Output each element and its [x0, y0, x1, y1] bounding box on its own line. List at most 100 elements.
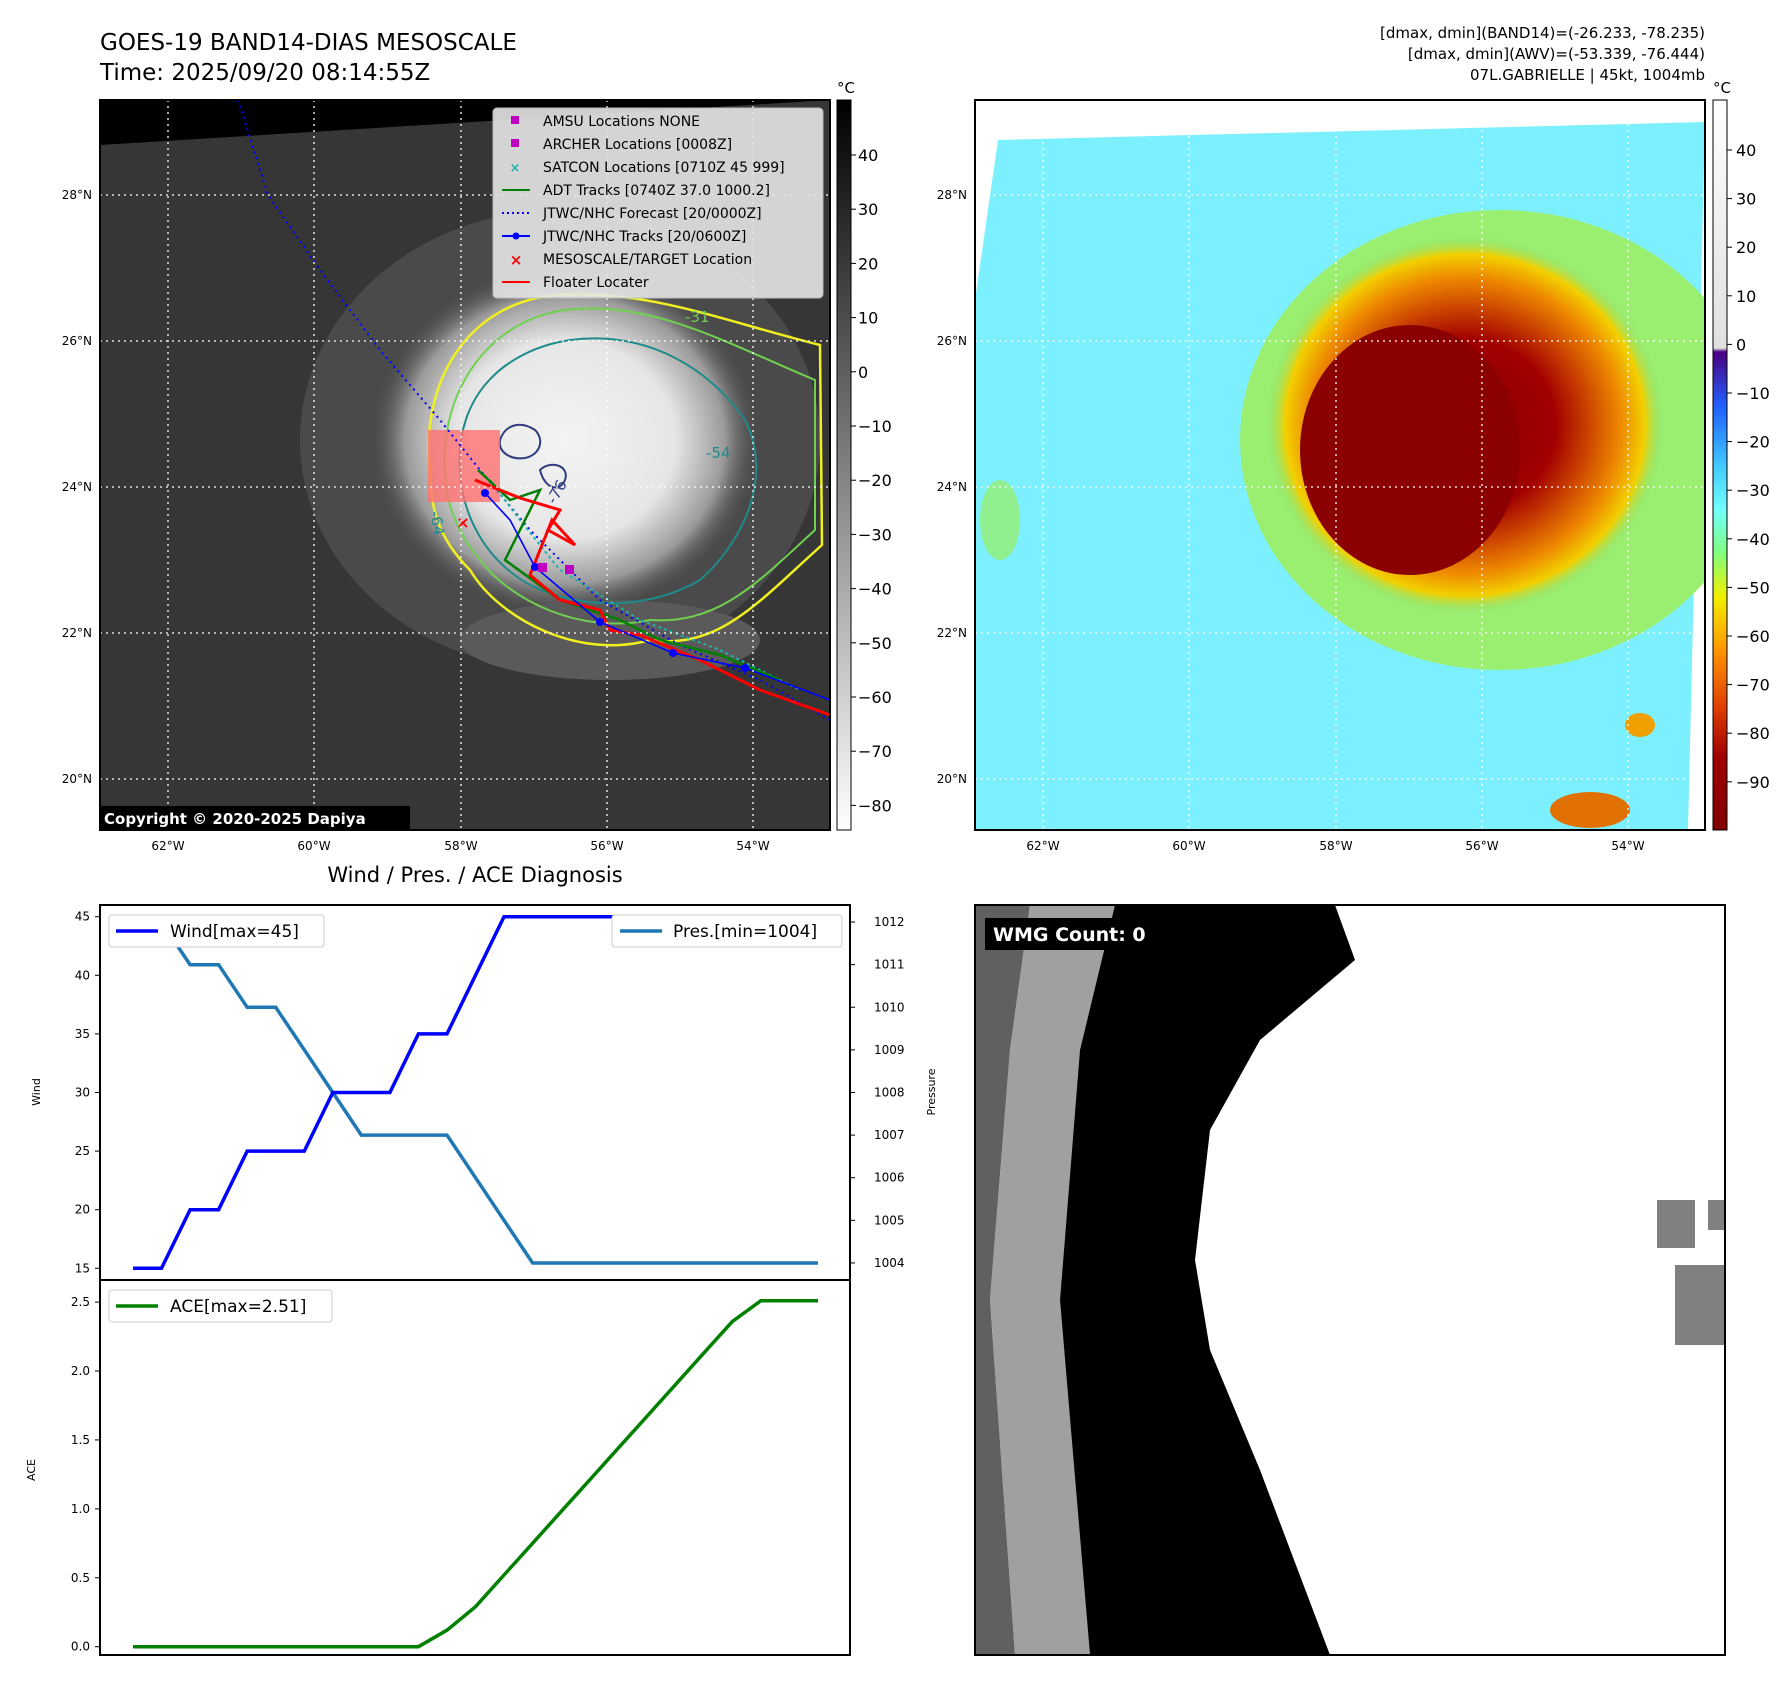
- lon-label: 58°W: [444, 839, 477, 853]
- colorbar-tick-label: 10: [1736, 287, 1756, 306]
- pressure-axis-label: Pressure: [925, 1068, 938, 1115]
- colorbar-tick-label: −10: [858, 417, 892, 436]
- lon-label: 56°W: [1465, 839, 1498, 853]
- colorbar-right-bar: [1712, 99, 1728, 831]
- colorbar-tick-label: 30: [858, 200, 878, 219]
- pressure-tick-label: 1004: [874, 1256, 905, 1270]
- title-line-2: Time: 2025/09/20 08:14:55Z: [99, 60, 430, 86]
- contour-yellow: [427, 293, 824, 647]
- contour-label: -54: [706, 444, 731, 462]
- pressure-tick-label: 1005: [874, 1213, 905, 1227]
- wmg-grey-patch: [1708, 1200, 1725, 1230]
- colorbar-tick-label: −70: [1736, 676, 1770, 695]
- colorbar-tick-label: 20: [858, 254, 878, 273]
- colorbar-right-ticks: 40 30 20 10 0 −10 −20 −30 −40 −50 −60 −70 −80 −90: [1727, 141, 1770, 792]
- lat-label: 20°N: [937, 772, 967, 786]
- copyright-text: Copyright © 2020-2025 Dapiya: [104, 810, 366, 828]
- ace-tick-label: 0.0: [71, 1640, 90, 1654]
- wind-tick-label: 35: [75, 1027, 90, 1041]
- legend-amsu: AMSU Locations NONE: [543, 114, 700, 130]
- lon-label: 60°W: [297, 839, 330, 853]
- wind-axis-label: Wind: [30, 1078, 43, 1106]
- contour-green: [443, 307, 816, 625]
- colorbar-tick-label: −60: [858, 688, 892, 707]
- colorbar-tick-label: −40: [858, 580, 892, 599]
- forecast-track: [237, 100, 830, 721]
- pressure-series-line: [133, 920, 818, 1265]
- ace-tick-label: 1.0: [71, 1502, 90, 1516]
- wmg-black-band: [1060, 905, 1355, 1655]
- lat-label: 24°N: [62, 480, 92, 494]
- legend-box: [492, 107, 824, 299]
- colorbar-tick-label: −20: [858, 471, 892, 490]
- legend-target-marker: ×: [510, 251, 523, 269]
- lon-label: 54°W: [1611, 839, 1644, 853]
- legend-floater: Floater Locater: [543, 275, 649, 291]
- wmg-count-label: WMG Count: 0: [993, 924, 1146, 946]
- colorbar-tick-label: −80: [1736, 724, 1770, 743]
- map-axis-labels: 28°N 28°N 26°N 26°N 24°N 24°N 22°N 22°N 20°N 20°N…: [62, 188, 1645, 853]
- colorbar-tick-label: 10: [858, 309, 878, 328]
- colorbar-right-unit: °C: [1713, 79, 1731, 97]
- map-frame-right: [974, 99, 1706, 831]
- info-line-2: [dmax, dmin](AWV)=(-53.339, -76.444): [1408, 45, 1705, 63]
- track-point: [531, 563, 539, 571]
- wind-legend: Wind[max=45]: [108, 914, 325, 948]
- colorbar-tick-label: 40: [1736, 141, 1756, 160]
- title-line-1: GOES-19 BAND14-DIAS MESOSCALE: [100, 30, 517, 56]
- colorbar-tick-label: −30: [1736, 481, 1770, 500]
- legend-forecast: JTWC/NHC Forecast [20/0000Z]: [542, 206, 762, 222]
- grayscale-ir-map: × -31 -54 -76 -64 Copyright © 2020-2025 …: [99, 99, 831, 831]
- legend-satcon-marker: ×: [510, 161, 521, 176]
- ace-tick-label: 0.5: [71, 1571, 90, 1585]
- colorbar-tick-label: −30: [858, 525, 892, 544]
- archer-marker: [538, 563, 547, 572]
- colorbar-tick-label: −80: [858, 796, 892, 815]
- ace-tick-label: 1.5: [71, 1433, 90, 1447]
- wind-tick-label: 40: [75, 968, 90, 982]
- lon-label: 54°W: [736, 839, 769, 853]
- ace-series-line: [133, 1298, 818, 1649]
- colorbar-tick-label: 0: [1736, 335, 1746, 354]
- wind-tick-label: 20: [75, 1203, 90, 1217]
- colorbar-tick-label: −90: [1736, 773, 1770, 792]
- lat-label: 22°N: [937, 626, 967, 640]
- pressure-legend-label: Pres.[min=1004]: [673, 922, 817, 942]
- wind-tick-label: 15: [75, 1261, 90, 1275]
- mesoscale-target-box: [428, 430, 500, 502]
- copyright-box: [100, 806, 410, 830]
- lon-label: 56°W: [590, 839, 623, 853]
- pressure-ticks: 1012 1011 1010 1009 1008 1007 1006 1005 1004: [850, 915, 905, 1270]
- wind-legend-label: Wind[max=45]: [170, 922, 299, 942]
- legend-satcon: SATCON Locations [0710Z 45 999]: [543, 160, 785, 176]
- lat-label: 28°N: [937, 188, 967, 202]
- colorbar-tick-label: 20: [1736, 238, 1756, 257]
- wmg-panel: WMG Count: 0: [974, 904, 1726, 1656]
- lat-label: 26°N: [937, 334, 967, 348]
- colorbar-tick-label: −40: [1736, 530, 1770, 549]
- info-line-1: [dmax, dmin](BAND14)=(-26.233, -78.235): [1380, 24, 1705, 42]
- track-point: [669, 649, 677, 657]
- legend-archer: ARCHER Locations [0008Z]: [543, 137, 732, 153]
- convective-cell: [1625, 713, 1655, 737]
- legend-adt: ADT Tracks [0740Z 37.0 1000.2]: [543, 183, 770, 199]
- wind-tick-label: 45: [75, 910, 90, 924]
- lon-label: 62°W: [151, 839, 184, 853]
- colorbar-tick-label: 0: [858, 363, 868, 382]
- legend-amsu-marker: [511, 116, 519, 124]
- pressure-legend: Pres.[min=1004]: [611, 914, 843, 948]
- pressure-legend-box: [611, 914, 843, 948]
- colorbar-tick-label: −10: [1736, 384, 1770, 403]
- legend-archer-marker: [511, 139, 519, 147]
- lat-label: 20°N: [62, 772, 92, 786]
- ace-chart: ACE 2.5 2.0 1.5 1.0 0.5 0.0 ACE[max=2.51]: [25, 1279, 851, 1656]
- wmg-grey-light: [990, 905, 1115, 1655]
- ace-legend: ACE[max=2.51]: [108, 1289, 333, 1323]
- colorbar-tick-label: −50: [858, 634, 892, 653]
- colorbar-tick-label: 40: [858, 146, 878, 165]
- lon-label: 62°W: [1026, 839, 1059, 853]
- colorbar-left-ticks: 40 30 20 10 0 −10 −20 −30 −40 −50 −60 −70 −80: [851, 146, 892, 815]
- lon-label: 60°W: [1172, 839, 1205, 853]
- colorbar-right: °C 40 30 20 10 0 −10 −20 −30 −40 −50 −60 −70 −80 −90: [1712, 79, 1770, 831]
- lat-label: 24°N: [937, 480, 967, 494]
